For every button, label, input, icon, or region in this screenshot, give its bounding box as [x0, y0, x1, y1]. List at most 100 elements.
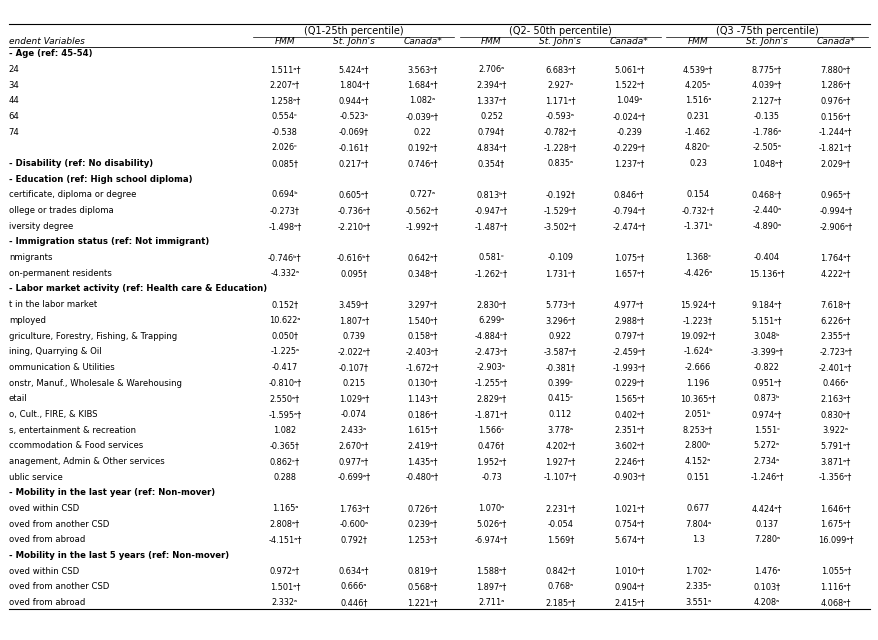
Text: 1.010ᵃ†: 1.010ᵃ†: [613, 567, 644, 576]
Text: -2.474ᵃ†: -2.474ᵃ†: [612, 222, 645, 231]
Text: -3.399ᵃ†: -3.399ᵃ†: [750, 348, 782, 356]
Text: 2.415ᵃ†: 2.415ᵃ†: [613, 598, 644, 607]
Text: onstr, Manuf., Wholesale & Warehousing: onstr, Manuf., Wholesale & Warehousing: [9, 379, 182, 388]
Text: 0.944ᵃ†: 0.944ᵃ†: [338, 97, 369, 106]
Text: 1.055ᵃ†: 1.055ᵃ†: [820, 567, 850, 576]
Text: 1.476ᵃ: 1.476ᵃ: [752, 567, 780, 576]
Text: Canada*: Canada*: [403, 37, 442, 46]
Text: 5.791ᵃ†: 5.791ᵃ†: [820, 442, 850, 451]
Text: 1.807ᵃ†: 1.807ᵃ†: [338, 316, 369, 325]
Text: griculture, Forestry, Fishing, & Trapping: griculture, Forestry, Fishing, & Trappin…: [9, 332, 176, 340]
Text: 1.615ᵃ†: 1.615ᵃ†: [407, 426, 437, 435]
Text: 3.551ᵃ: 3.551ᵃ: [684, 598, 710, 607]
Text: 1.165ᵃ: 1.165ᵃ: [271, 504, 298, 513]
Text: -1.246ᵃ†: -1.246ᵃ†: [749, 473, 783, 482]
Text: 1.501ᵃ†: 1.501ᵃ†: [270, 582, 300, 591]
Text: t in the labor market: t in the labor market: [9, 300, 97, 309]
Text: 1.221ᵃ†: 1.221ᵃ†: [407, 598, 437, 607]
Text: oved from another CSD: oved from another CSD: [9, 582, 109, 591]
Text: -0.746ᵇ†: -0.746ᵇ†: [268, 253, 301, 262]
Text: 4.977ᵃ†: 4.977ᵃ†: [614, 300, 644, 309]
Text: -0.736ᵃ†: -0.736ᵃ†: [337, 206, 370, 215]
Text: (Q3 -75th percentile): (Q3 -75th percentile): [715, 26, 817, 36]
Text: -0.417: -0.417: [271, 363, 298, 372]
Text: 8.775ᵃ†: 8.775ᵃ†: [751, 65, 781, 74]
Text: 1.763ᵃ†: 1.763ᵃ†: [338, 504, 369, 513]
Text: 0.192ᵃ†: 0.192ᵃ†: [407, 143, 437, 152]
Text: -0.039ᵃ†: -0.039ᵃ†: [406, 112, 439, 121]
Text: 2.185ᵃ†: 2.185ᵃ†: [544, 598, 575, 607]
Text: St. John's: St. John's: [539, 37, 580, 46]
Text: 1.569†: 1.569†: [546, 536, 573, 545]
Text: 5.272ᵃ: 5.272ᵃ: [753, 442, 779, 451]
Text: 0.862ᶜ†: 0.862ᶜ†: [270, 457, 299, 466]
Text: -2.403ᵃ†: -2.403ᵃ†: [406, 348, 439, 356]
Text: Canada*: Canada*: [816, 37, 854, 46]
Text: - Age (ref: 45-54): - Age (ref: 45-54): [9, 49, 92, 58]
Text: 0.813ᵇ†: 0.813ᵇ†: [476, 191, 507, 200]
Text: -0.192†: -0.192†: [544, 191, 575, 200]
Text: - Education (ref: High school diploma): - Education (ref: High school diploma): [9, 175, 192, 184]
Text: - Mobility in the last 5 years (ref: Non-mover): - Mobility in the last 5 years (ref: Non…: [9, 551, 228, 560]
Text: 3.871ᵃ†: 3.871ᵃ†: [820, 457, 850, 466]
Text: 2.026ᶜ: 2.026ᶜ: [271, 143, 298, 152]
Text: iversity degree: iversity degree: [9, 222, 73, 231]
Text: 0.694ᵇ: 0.694ᵇ: [271, 191, 298, 200]
Text: -1.487ᵃ†: -1.487ᵃ†: [474, 222, 507, 231]
Text: 1.082: 1.082: [273, 426, 296, 435]
Text: 2.830ᵃ†: 2.830ᵃ†: [476, 300, 506, 309]
Text: 1.143ᵃ†: 1.143ᵃ†: [407, 394, 437, 403]
Text: oved from abroad: oved from abroad: [9, 536, 85, 545]
Text: 0.186ᵃ†: 0.186ᵃ†: [407, 410, 437, 419]
Text: -0.947ᵃ†: -0.947ᵃ†: [474, 206, 507, 215]
Text: 0.415ᶜ: 0.415ᶜ: [547, 394, 572, 403]
Text: 0.348ᵃ†: 0.348ᵃ†: [407, 269, 437, 278]
Text: 1.684ᵃ†: 1.684ᵃ†: [407, 81, 437, 90]
Text: 0.399ᶜ: 0.399ᶜ: [547, 379, 572, 388]
Text: 1.566ᶜ: 1.566ᶜ: [478, 426, 504, 435]
Text: 5.773ᵃ†: 5.773ᵃ†: [544, 300, 575, 309]
Text: 0.217ᵃ†: 0.217ᵃ†: [338, 159, 369, 168]
Text: St. John's: St. John's: [745, 37, 787, 46]
Text: 1.551ᶜ: 1.551ᶜ: [753, 426, 779, 435]
Text: 3.297ᵃ†: 3.297ᵃ†: [407, 300, 437, 309]
Text: 10.365ᵃ†: 10.365ᵃ†: [680, 394, 715, 403]
Text: St. John's: St. John's: [333, 37, 374, 46]
Text: 15.136ᵃ†: 15.136ᵃ†: [748, 269, 784, 278]
Text: 4.834ᵃ†: 4.834ᵃ†: [476, 143, 507, 152]
Text: - Disability (ref: No disability): - Disability (ref: No disability): [9, 159, 153, 168]
Text: 0.739: 0.739: [342, 332, 365, 340]
Text: 0.768ᵃ: 0.768ᵃ: [547, 582, 572, 591]
Text: 4.205ᵃ: 4.205ᵃ: [684, 81, 710, 90]
Text: -1.993ᵃ†: -1.993ᵃ†: [612, 363, 645, 372]
Text: 2.808ᵃ†: 2.808ᵃ†: [270, 520, 299, 529]
Text: -2.440ᵃ: -2.440ᵃ: [752, 206, 781, 215]
Text: 0.922: 0.922: [548, 332, 572, 340]
Text: 4.424ᵃ†: 4.424ᵃ†: [751, 504, 781, 513]
Text: 0.103†: 0.103†: [752, 582, 780, 591]
Text: -0.135: -0.135: [753, 112, 779, 121]
Text: 0.842ᵃ†: 0.842ᵃ†: [544, 567, 575, 576]
Text: -1.786ᵃ: -1.786ᵃ: [752, 128, 781, 137]
Text: -1.871ᵃ†: -1.871ᵃ†: [474, 410, 507, 419]
Text: 0.252: 0.252: [479, 112, 502, 121]
Text: 7.804ᵃ: 7.804ᵃ: [684, 520, 710, 529]
Text: -3.587ᵃ†: -3.587ᵃ†: [543, 348, 576, 356]
Text: -0.239: -0.239: [615, 128, 642, 137]
Text: -2.505ᵃ: -2.505ᵃ: [752, 143, 781, 152]
Text: 2.394ᵃ†: 2.394ᵃ†: [476, 81, 506, 90]
Text: -4.332ᵃ: -4.332ᵃ: [270, 269, 299, 278]
Text: 0.085†: 0.085†: [271, 159, 299, 168]
Text: 1.116ᵃ†: 1.116ᵃ†: [819, 582, 850, 591]
Text: -0.480ᵃ†: -0.480ᵃ†: [406, 473, 439, 482]
Text: -2.723ᵃ†: -2.723ᵃ†: [818, 348, 852, 356]
Text: 1.258ᵃ†: 1.258ᵃ†: [270, 97, 299, 106]
Text: - Mobility in the last year (ref: Non-mover): - Mobility in the last year (ref: Non-mo…: [9, 488, 214, 497]
Text: 0.568ᵃ†: 0.568ᵃ†: [407, 582, 437, 591]
Text: -0.229ᵃ†: -0.229ᵃ†: [612, 143, 645, 152]
Text: -1.595ᵃ†: -1.595ᵃ†: [268, 410, 301, 419]
Text: 0.972ᵃ†: 0.972ᵃ†: [270, 567, 299, 576]
Text: -0.161†: -0.161†: [338, 143, 369, 152]
Text: 2.670ᵃ†: 2.670ᵃ†: [338, 442, 369, 451]
Text: -2.666: -2.666: [684, 363, 710, 372]
